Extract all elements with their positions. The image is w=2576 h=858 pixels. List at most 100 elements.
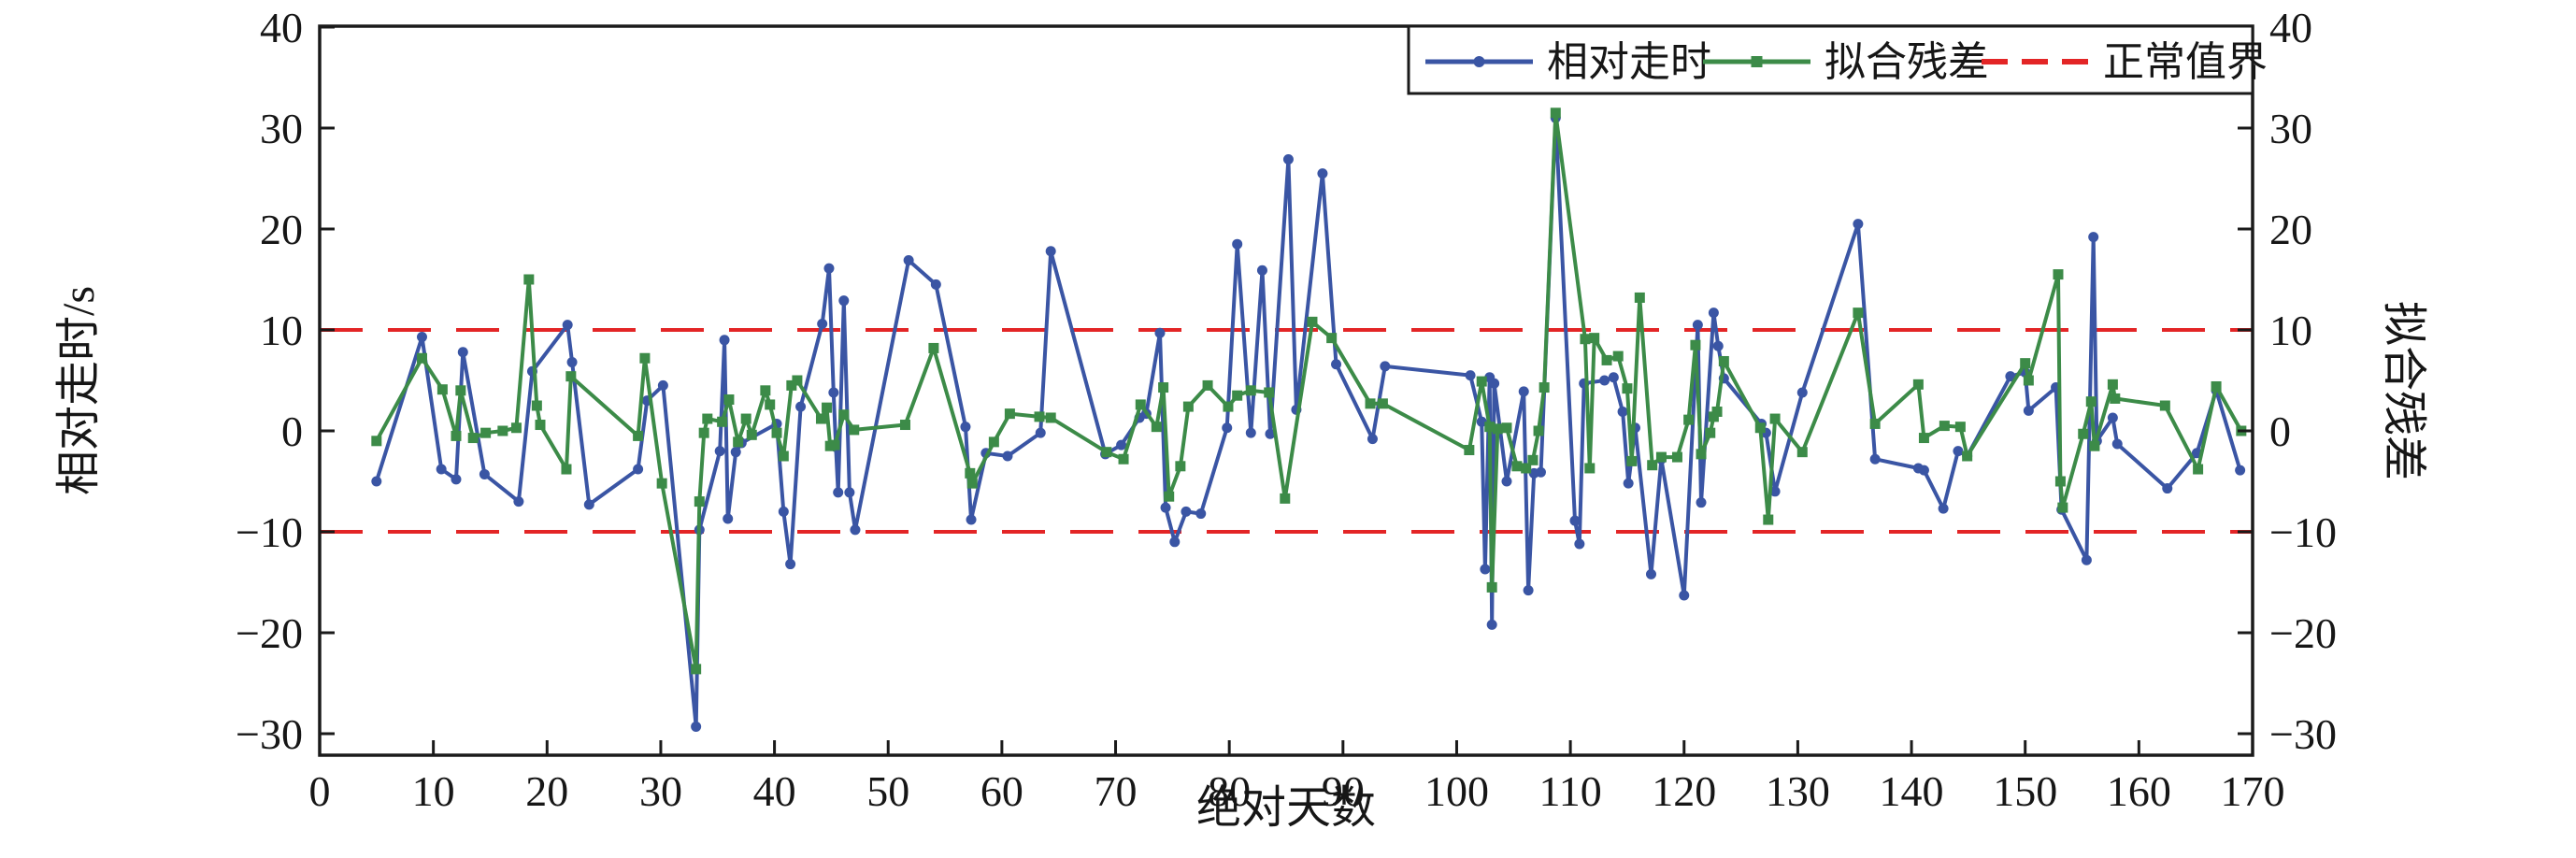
data-point-circle [823,263,835,274]
data-point-square [1690,339,1701,350]
data-point-circle [2111,438,2123,450]
data-point-square [899,420,910,431]
data-point-circle [1692,320,1703,331]
data-point-square [2085,396,2097,408]
x-tick-label: 150 [1993,767,2057,815]
data-point-square [1182,401,1194,412]
data-point-square [1612,350,1624,362]
data-point-circle [1608,372,1619,383]
y-tick-label-right: −20 [2269,609,2337,657]
x-tick-label: 20 [525,767,568,815]
data-point-square [723,394,735,406]
x-tick-label: 90 [1322,767,1365,815]
data-point-circle [1232,238,1243,250]
data-point-square [497,425,508,436]
data-point-circle [1853,219,1864,230]
data-point-circle [1169,536,1181,548]
data-point-square [1232,390,1243,401]
data-point-square [1912,379,1924,390]
axis-labels: 0 10 20 30 40 50 60 70 80 90 100 110 120 130 140 150 160… [54,4,2428,833]
data-point-circle [1574,538,1585,550]
data-point-square [765,399,776,410]
data-point-square [786,379,797,391]
data-point-square [740,413,751,424]
data-point-circle [1869,453,1881,465]
data-point-square [1533,425,1544,436]
y-tick-label-right: −10 [2269,508,2337,556]
data-point-square [838,409,850,421]
data-point-square [371,436,382,447]
data-point-square [1626,455,1638,466]
data-point-circle [1035,427,1046,438]
data-point-circle [436,464,447,475]
data-point-square [1511,461,1523,472]
data-point-circle [714,446,725,457]
y-tick-label-left: −20 [236,609,303,657]
data-point-square [1634,292,1645,303]
data-point-square [1245,385,1256,396]
data-point-square [1655,451,1667,463]
axes [318,24,2254,757]
data-point-square [1135,399,1146,410]
data-point-square [849,424,860,436]
data-point-circle [903,254,914,265]
x-tick-label: 50 [866,767,909,815]
data-point-circle [1679,590,1690,601]
data-point-square [455,385,466,396]
data-point-circle [1569,515,1581,526]
legend-box [1407,24,2254,95]
data-point-square [829,439,840,450]
data-point-square [2053,269,2064,280]
data-point-circle [1696,497,1707,508]
data-point-circle [1245,427,1256,438]
data-point-square [2057,502,2068,513]
data-point-square [778,450,789,462]
data-point-square [2110,393,2121,404]
data-point-circle [1769,486,1781,497]
data-point-square [1718,355,1729,366]
data-point-square [523,274,535,285]
data-point-circle [2023,405,2034,416]
x-tick-label: 80 [1208,767,1251,815]
data-point-square [815,413,826,424]
data-point-circle [1256,265,1267,276]
data-point-circle [930,279,941,290]
data-point-circle [451,474,462,485]
data-point-square [1307,316,1318,327]
data-point-square [1962,450,1973,462]
data-point-circle [1617,406,1628,417]
data-point-square [1869,418,1881,429]
data-point-circle [1116,439,1127,450]
data-point-square [656,478,667,489]
series-line [374,116,2242,729]
y-tick-label-left: 30 [260,105,303,152]
data-point-circle [785,559,796,570]
data-point-square [698,427,709,438]
data-point-square [561,464,572,475]
data-point-square [1954,422,1966,433]
data-point-square [928,342,939,353]
data-point-circle [457,347,468,358]
data-point-square [2078,428,2089,439]
data-point-square [1365,398,1376,409]
data-point-square [966,478,978,489]
data-point-circle [1002,450,1013,462]
x-tick-label: 160 [2107,767,2171,815]
data-point-square [1647,460,1658,471]
data-point-square [1280,493,1291,504]
data-point-circle [844,487,855,498]
data-point-square [565,371,577,382]
data-point-square [988,436,999,448]
x-tick-label: 0 [309,767,331,815]
x-tick-label: 10 [412,767,455,815]
data-point-square [535,420,546,431]
data-point-square [2020,358,2031,369]
data-point-square [2211,380,2222,392]
x-tick-label: 40 [753,767,796,815]
data-point-square [480,427,492,438]
data-point-circle [817,319,828,330]
data-point-square [760,385,771,396]
data-point-square [733,436,744,448]
data-point-square [1464,445,1475,456]
data-point-square [1584,463,1596,474]
